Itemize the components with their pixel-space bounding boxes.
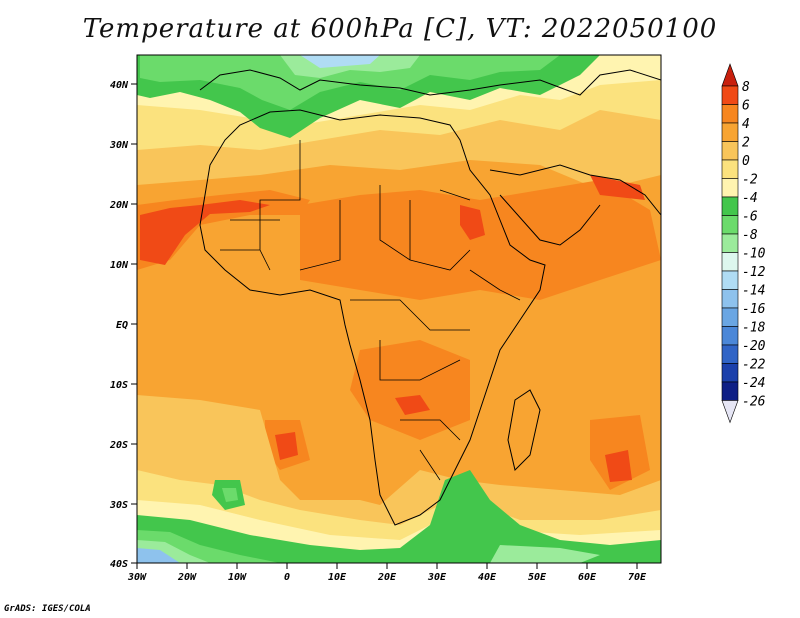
lat-label: EQ (116, 320, 128, 331)
field-blue-sw (137, 548, 180, 563)
colorbar: 8 6 4 2 0 -2 -4 -6 -8 -10 -12 -14 -16 -18 -20 -22 -24 -26 (721, 63, 766, 424)
lat-label: 10N (110, 260, 129, 271)
colorbar-swatch (721, 381, 739, 401)
colorbar-label: 0 (742, 154, 750, 169)
field-6to8-atlantic (275, 432, 298, 460)
colorbar-arrow-top (721, 63, 739, 87)
lat-label: 40S (110, 559, 128, 570)
europe-coast (199, 69, 661, 96)
field-lightgreen-atlantic (222, 488, 238, 502)
lat-axis: 40N 30N 20N 10N EQ 10S 20S 30S 40S (109, 80, 137, 570)
colorbar-swatch (721, 233, 739, 253)
lat-label: 30S (109, 500, 128, 511)
colorbar-swatch (721, 104, 739, 124)
colorbar-swatch (721, 85, 739, 105)
colorbar-arrow-bottom (721, 400, 739, 424)
lat-label: 20N (109, 200, 129, 211)
map-frame (136, 54, 662, 564)
colorbar-swatch (721, 344, 739, 364)
colorbar-swatch (721, 178, 739, 198)
lat-label: 20S (109, 440, 128, 451)
colorbar-label: -20 (742, 339, 766, 354)
lon-label: 10E (328, 572, 347, 583)
colorbar-label: -6 (742, 210, 758, 225)
colorbar-swatch (721, 215, 739, 235)
colorbar-label: 2 (742, 136, 750, 151)
colorbar-label: -12 (742, 265, 766, 280)
madagascar-coast (507, 389, 541, 471)
colorbar-label: 4 (742, 117, 750, 132)
credit-label: GrADS: IGES/COLA (4, 604, 91, 614)
colorbar-swatch (721, 307, 739, 327)
coastlines (199, 69, 661, 526)
field-lightgreen-north (140, 55, 560, 110)
lon-label: 50E (528, 572, 547, 583)
lon-axis: 30W 20W 10W 0 10E 20E 30E 40E 50E 60E 70… (127, 563, 647, 583)
field-6to8-east (460, 205, 485, 240)
field-6to8-arabia (590, 175, 645, 200)
lon-label: 70E (628, 572, 647, 583)
lon-label: 30W (127, 572, 147, 583)
lon-label: 20W (177, 572, 197, 583)
colorbar-label: 6 (742, 99, 750, 114)
field-verylight-se (490, 545, 600, 563)
lat-label: 10S (110, 380, 128, 391)
temperature-field (137, 55, 661, 563)
colorbar-label: -10 (742, 247, 766, 262)
colorbar-label: -16 (742, 302, 766, 317)
colorbar-label: -22 (742, 358, 766, 373)
field-6to8-west (140, 200, 270, 265)
field-4to6-central (300, 180, 661, 300)
colorbar-swatch (721, 326, 739, 346)
colorbar-label: -8 (742, 228, 758, 243)
colorbar-swatch (721, 159, 739, 179)
lon-label: 20E (377, 572, 397, 583)
colorbar-label: -2 (742, 173, 758, 188)
colorbar-label: -18 (742, 321, 766, 336)
colorbar-label: 8 (742, 80, 750, 95)
lat-label: 40N (110, 80, 129, 91)
lon-label: 10W (228, 572, 247, 583)
colorbar-swatch (721, 289, 739, 309)
colorbar-label: -24 (742, 376, 765, 391)
field-blue-north (300, 55, 380, 68)
colorbar-label: -14 (742, 284, 765, 299)
lon-label: 40E (478, 572, 497, 583)
colorbar-swatch (721, 196, 739, 216)
colorbar-swatch (721, 363, 739, 383)
colorbar-swatch (721, 270, 739, 290)
chart-title: Temperature at 600hPa [C], VT: 202205010… (82, 14, 718, 44)
lon-label: 0 (284, 572, 290, 583)
colorbar-label: -4 (742, 191, 758, 206)
colorbar-label: -26 (742, 395, 766, 410)
lat-label: 30N (109, 140, 129, 151)
field-6to8-indian (605, 450, 632, 482)
lon-label: 30E (427, 572, 447, 583)
colorbar-swatch (721, 122, 739, 142)
field-6to8-south (395, 395, 430, 415)
country-borders (220, 140, 521, 481)
field-green-south (137, 470, 661, 563)
arabia-coast (489, 164, 661, 246)
colorbar-swatch (721, 252, 739, 272)
colorbar-swatch (721, 141, 739, 161)
lon-label: 60E (578, 572, 597, 583)
africa-coast (199, 109, 546, 526)
